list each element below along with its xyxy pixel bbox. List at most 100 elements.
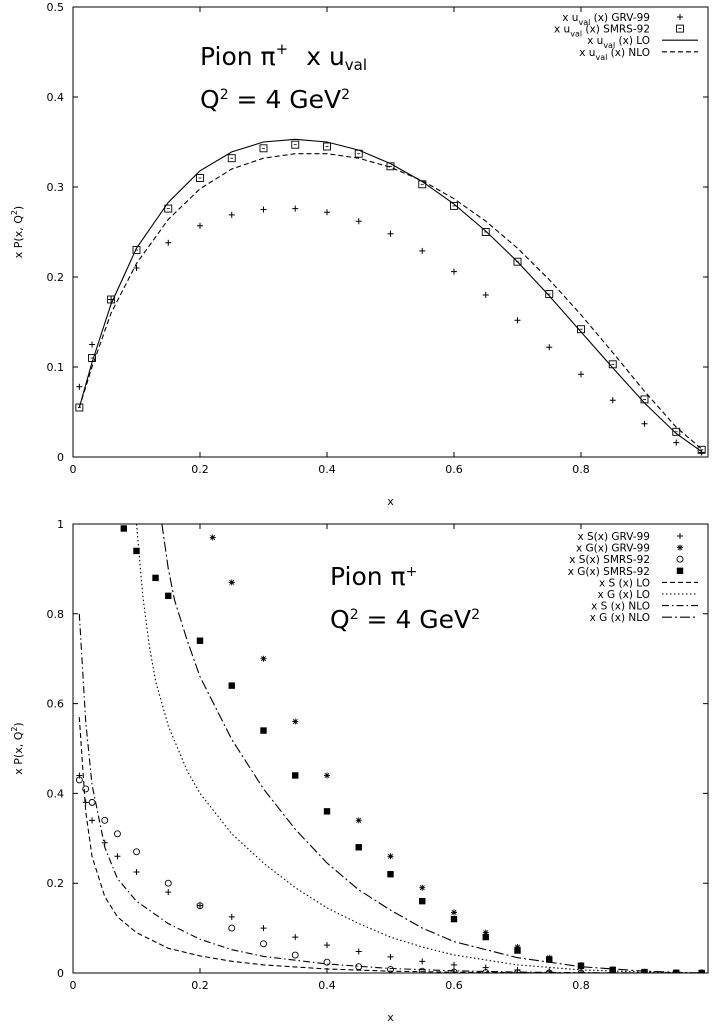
legend-marker <box>676 24 684 33</box>
data-point <box>387 853 394 860</box>
series-line <box>78 138 702 453</box>
legend-label-part: (x) GRV-99 <box>590 12 650 24</box>
annotation: Pion π+ Q2 = 4 GeV2 <box>330 562 480 634</box>
data-point <box>481 228 490 236</box>
data-point <box>228 913 235 920</box>
data-point <box>545 290 554 299</box>
plot-frame <box>72 6 709 458</box>
data-point <box>324 209 330 216</box>
data-point <box>451 268 457 275</box>
data-point <box>292 934 299 941</box>
data-point <box>113 830 121 838</box>
legend-label-part: val <box>595 53 607 62</box>
data-point <box>196 637 204 644</box>
data-point <box>482 933 489 941</box>
annotation-line-part: + <box>406 564 418 580</box>
annotation-line-part: 2 <box>350 607 359 623</box>
data-point <box>165 239 172 246</box>
data-point <box>164 879 172 887</box>
legend-label: x S(x) SMRS-92 <box>569 554 650 566</box>
series-6 <box>135 524 702 973</box>
annotation-line: Q2 = 4 GeV2 <box>330 605 480 634</box>
x-tick-label: 0 <box>70 463 77 476</box>
data-point <box>698 969 705 973</box>
data-point <box>260 727 267 734</box>
x-tick-label: 0 <box>70 979 77 992</box>
y-tick-label: 1 <box>57 518 64 531</box>
data-point <box>419 884 426 891</box>
data-point <box>323 808 331 815</box>
legend-marker <box>676 567 684 574</box>
data-point <box>355 218 362 225</box>
data-point <box>133 868 140 875</box>
y-axis-label-part: 2 <box>10 210 19 215</box>
series-3 <box>78 138 702 453</box>
chart-1: 0 0.2 0.4 0.6 0.800.10.20.30.40.5xx P(x, Q2)… <box>10 1 709 508</box>
data-point <box>578 371 584 378</box>
data-point <box>482 929 489 936</box>
y-tick-label: 0.4 <box>47 787 65 800</box>
data-point <box>196 174 204 182</box>
data-point <box>387 230 394 237</box>
data-point <box>324 772 330 779</box>
annotation-sup: + <box>276 40 289 58</box>
series-8 <box>161 524 702 973</box>
legend-label: x S (x) LO <box>599 577 650 589</box>
x-tick-label: 0.4 <box>318 463 336 476</box>
data-point <box>209 534 216 541</box>
series-4 <box>78 153 702 450</box>
legend-label-part: val <box>570 30 582 39</box>
data-point <box>451 909 457 916</box>
legend-marker <box>677 533 683 539</box>
y-tick-label: 0.4 <box>47 91 65 104</box>
data-point <box>419 958 426 965</box>
y-tick-label: 0.2 <box>47 271 65 284</box>
data-point <box>228 579 235 586</box>
x-tick-label: 0.6 <box>445 979 463 992</box>
y-tick-label: 0.1 <box>47 361 65 374</box>
data-point <box>641 420 648 427</box>
data-point <box>101 816 109 824</box>
data-point <box>259 144 268 153</box>
series-2 <box>75 140 706 454</box>
series-line <box>78 153 702 450</box>
data-point <box>546 956 553 963</box>
data-point <box>152 574 159 582</box>
legend-label: x uval (x) LO <box>587 35 650 50</box>
plot-area <box>75 524 706 973</box>
annotation-line-part: Q <box>330 605 350 634</box>
series-1 <box>76 205 705 456</box>
data-point <box>82 799 89 806</box>
x-tick-label: 0.8 <box>572 979 590 992</box>
y-axis-label: x P(x, Q2) <box>10 206 25 258</box>
data-point <box>355 844 362 851</box>
data-point <box>450 201 458 210</box>
data-point <box>451 961 457 968</box>
data-point <box>291 951 299 959</box>
data-point <box>260 940 267 948</box>
series-line <box>78 717 702 973</box>
legend-marker <box>677 14 683 20</box>
y-axis-label-group: x P(x, Q2) <box>10 206 25 258</box>
annotation-line-part: Pion π <box>330 562 406 591</box>
annotation-part: Pion π <box>200 42 276 71</box>
x-tick-label: 0.2 <box>191 463 209 476</box>
annotation-line-part: = 4 GeV <box>359 605 472 634</box>
legend-label: x G (x) NLO <box>590 612 650 624</box>
y-tick-label: 0 <box>57 451 64 464</box>
data-point <box>673 439 680 446</box>
y-axis-label-part: ) <box>12 722 25 726</box>
legend-label: x uval (x) GRV-99 <box>562 12 650 27</box>
x-tick-label: 0.8 <box>572 463 590 476</box>
legend-label: x G (x) LO <box>597 589 650 601</box>
y-axis-label-part: x P(x, Q <box>12 731 25 774</box>
data-point <box>133 848 140 856</box>
legend-label: x S(x) GRV-99 <box>577 531 650 543</box>
data-point <box>165 592 172 600</box>
data-point <box>120 525 127 532</box>
data-point <box>609 966 616 973</box>
annotation-part: x u <box>306 42 345 71</box>
data-point <box>76 772 83 779</box>
data-point <box>292 205 299 212</box>
